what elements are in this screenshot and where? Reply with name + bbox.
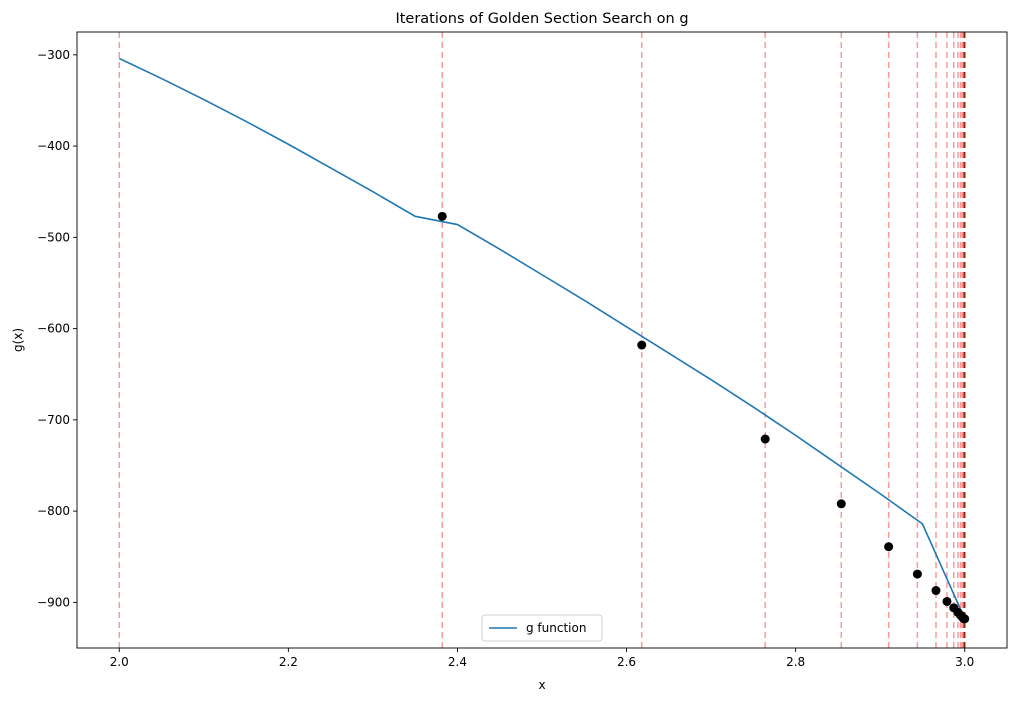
plot-frame (76, 31, 1008, 649)
legend-label: g function (526, 621, 586, 635)
legend-box (481, 614, 603, 642)
chart-title: Iterations of Golden Section Search on g (395, 11, 688, 27)
y-axis-label: g(x) (11, 328, 25, 352)
x-tick-label: 2.8 (786, 655, 805, 669)
iteration-point (437, 211, 447, 221)
iteration-point (942, 596, 952, 606)
x-tick-label: 2.4 (448, 655, 467, 669)
x-axis-label: x (538, 678, 545, 692)
y-tick-label: −300 (37, 48, 70, 62)
iteration-point (760, 434, 770, 444)
iteration-point (960, 614, 970, 624)
y-tick-label: −400 (37, 139, 70, 153)
series-line-g-function (118, 57, 966, 620)
x-axis: 2.0 2.2 2.4 2.6 2.8 3.0 (110, 648, 974, 669)
y-tick-label: −600 (37, 322, 70, 336)
plot-area (118, 32, 970, 648)
y-tick-label: −800 (37, 504, 70, 518)
x-tick-label: 2.2 (279, 655, 298, 669)
x-tick-label: 2.6 (617, 655, 636, 669)
legend: g function (481, 614, 603, 642)
iteration-point (836, 499, 846, 509)
x-tick-label: 2.0 (110, 655, 129, 669)
y-axis: −300 −400 −500 −600 −700 −800 −900 (37, 48, 77, 609)
y-tick-label: −700 (37, 413, 70, 427)
iteration-point (884, 542, 894, 552)
iteration-point (931, 586, 941, 596)
x-tick-label: 3.0 (955, 655, 974, 669)
iteration-point (637, 340, 647, 350)
y-tick-label: −500 (37, 230, 70, 244)
y-tick-label: −900 (37, 595, 70, 609)
iteration-point (912, 569, 922, 579)
